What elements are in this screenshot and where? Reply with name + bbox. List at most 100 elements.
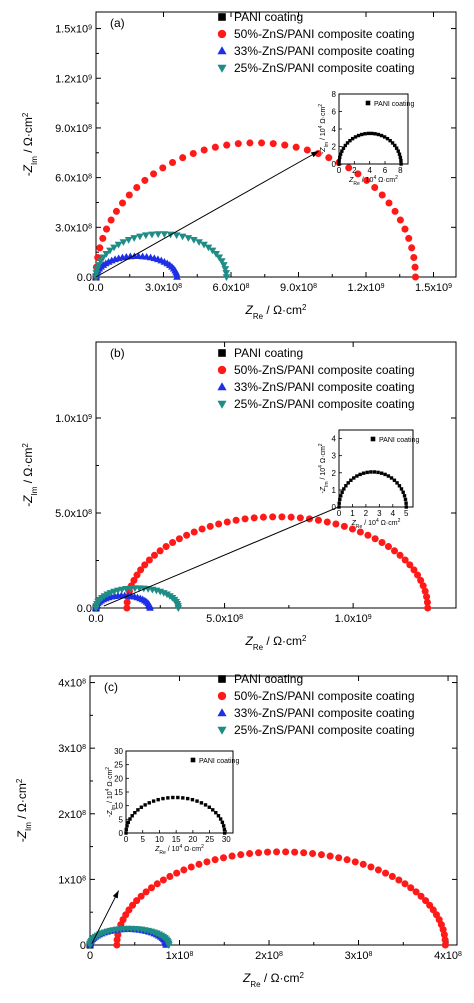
y-tick-label: 3x108 [58, 743, 86, 755]
inset-series-points [337, 470, 408, 509]
data-point [118, 199, 127, 207]
data-point [221, 266, 230, 273]
x-tick-label: 3.0x108 [145, 282, 182, 294]
inset-y-label-sub: Im [324, 142, 330, 148]
data-point [395, 876, 403, 884]
inset-y-tick-label: 2 [332, 469, 337, 478]
inset-data-point [388, 138, 392, 143]
data-point [133, 897, 141, 905]
y-tick-label-exponent: 9 [88, 24, 92, 31]
x-tick-label-mantissa: 0.0 [88, 282, 103, 294]
data-point [323, 518, 331, 526]
inset-data-point [337, 501, 341, 505]
chart-panel-a: 0.0 3.0x108 6.0x108 9.0x108 1.2x109 1.5x1090.… [21, 10, 457, 321]
y-axis-label-unit: / Ω·cm [21, 448, 35, 487]
data-point [123, 598, 131, 606]
x-tick-label: 1x108 [166, 950, 194, 962]
data-point [325, 154, 333, 162]
data-point [351, 858, 359, 866]
inset-data-point [220, 820, 225, 825]
data-point [142, 888, 150, 896]
inset-y-tick-label: 0 [332, 503, 337, 512]
y-tick-label-mantissa: 0 [80, 940, 86, 952]
inset-frame [338, 93, 409, 165]
inset-y-tick-label: 15 [114, 788, 123, 797]
y-tick-label-exponent: 8 [82, 744, 86, 751]
inset-data-point [190, 797, 195, 802]
inset-data-point [360, 132, 364, 137]
data-point [103, 225, 111, 233]
inset-data-point [216, 814, 221, 818]
legend-marker [217, 726, 227, 735]
inset-data-point [386, 474, 391, 478]
inset-x-label-unit: / 10 [166, 846, 180, 853]
data-point [159, 876, 167, 884]
inset-data-point [337, 505, 341, 509]
data-point [136, 233, 144, 241]
y-tick-label-exponent: 8 [88, 173, 92, 180]
legend-label: PANI coating [234, 346, 303, 360]
inset-x-label-unit2: Ω·cm [379, 520, 398, 527]
inset-data-point [358, 472, 362, 477]
legend-marker [217, 382, 227, 391]
data-point [195, 239, 203, 246]
data-point [384, 543, 392, 551]
inset-data-point [343, 143, 348, 148]
data-point [180, 866, 188, 874]
y-tick-label-exponent: 8 [88, 223, 92, 230]
data-point [223, 141, 231, 149]
data-point [189, 150, 197, 158]
y-tick-label: 9.0x108 [55, 123, 92, 135]
inset-data-point [390, 141, 395, 145]
x-tick-label-exponent: 8 [246, 283, 250, 290]
inset-y-label-unit: / 10 [320, 128, 327, 142]
inset-y-label-unit2: Ω·cm [320, 446, 327, 465]
panel-label: (b) [110, 346, 125, 360]
inset-data-point [401, 490, 405, 494]
inset-x-label-sup: 2 [398, 518, 401, 524]
series-1 [123, 513, 432, 612]
data-point [371, 535, 379, 543]
data-point [363, 176, 371, 184]
inset-data-point [166, 796, 170, 800]
legend-marker [217, 46, 227, 55]
x-tick-label: 1.5x109 [415, 282, 452, 294]
inset-y-label-main: -Z [320, 147, 327, 154]
inset-data-point [376, 470, 380, 475]
inset-y-label-unit: / 10 [320, 468, 327, 482]
data-point [160, 231, 169, 238]
inset-x-tick-label: 15 [172, 835, 181, 844]
data-point [200, 146, 208, 154]
data-point [178, 233, 187, 241]
inset-data-point [126, 820, 130, 825]
data-point [258, 139, 266, 147]
x-tick-label-mantissa: 1.0x10 [335, 613, 368, 625]
data-point [246, 850, 254, 858]
inset-data-point [366, 131, 371, 136]
data-point [187, 863, 195, 871]
inset-data-point [124, 827, 128, 832]
legend-label: 50%-ZnS/PANI composite coating [234, 363, 415, 377]
data-point [309, 850, 317, 858]
inset-data-point [352, 476, 356, 480]
inset-data-point [176, 795, 180, 800]
data-point [405, 234, 413, 242]
inset-data-point [341, 146, 346, 150]
y-tick-label-mantissa: 5.0x10 [55, 508, 88, 520]
data-point [146, 604, 154, 611]
inset-data-point [337, 158, 341, 163]
inset-data-point [382, 135, 387, 139]
x-axis-label-unit: / Ω·cm [261, 971, 300, 985]
y-axis-label-unit: / Ω·cm [21, 117, 35, 156]
inset-data-point [338, 155, 342, 160]
data-point [119, 239, 128, 246]
inset-data-point [222, 831, 227, 835]
data-point [410, 253, 418, 261]
data-point [96, 244, 104, 252]
data-point [174, 605, 183, 612]
data-point [169, 158, 177, 167]
inset-x-tick-label: 4 [367, 166, 372, 175]
inset-data-point [171, 795, 175, 800]
data-point [179, 154, 187, 162]
